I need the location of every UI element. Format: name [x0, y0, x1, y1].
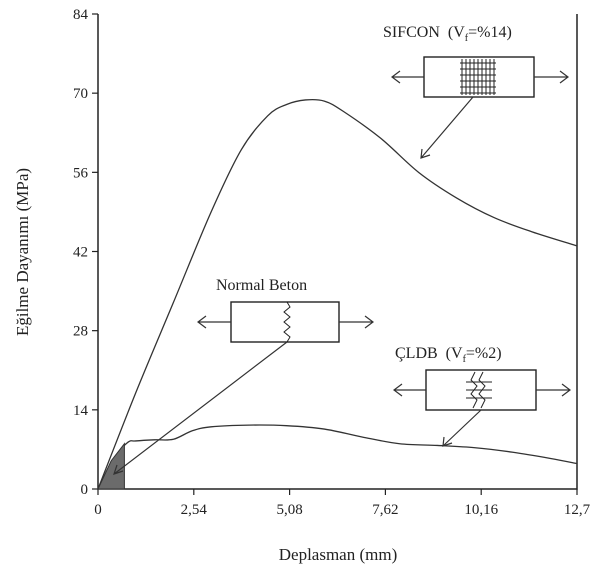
- y-tick-label: 28: [73, 324, 88, 340]
- y-tick-label: 70: [73, 86, 88, 102]
- x-axis-title: Deplasman (mm): [279, 545, 398, 564]
- sifcon-label-text: SIFCON: [383, 24, 440, 41]
- x-tick-label: 5,08: [276, 502, 302, 518]
- x-tick-label: 10,16: [464, 502, 498, 518]
- normal-beton-specimen-box: [230, 301, 340, 343]
- sifcon-force-arrow-right: [534, 70, 569, 84]
- y-ticks: 0 14 28 42 56 70 84: [73, 7, 98, 498]
- normal-beton-label: Normal Beton: [216, 277, 307, 294]
- normal-beton-crack: [283, 301, 291, 343]
- series-cldb-line: [97, 424, 578, 490]
- cldb-force-arrow-right: [536, 383, 571, 397]
- x-tick-label: 0: [94, 502, 102, 518]
- normal-beton-annotation: Normal Beton: [113, 277, 374, 475]
- sifcon-label: SIFCON (Vf=%14): [383, 24, 512, 44]
- sifcon-crack-pattern: [460, 59, 496, 95]
- x-tick-label: 7,62: [372, 502, 398, 518]
- x-tick-label: 12,7: [564, 502, 591, 518]
- normal-beton-force-arrow-right: [339, 315, 374, 329]
- series-normal-beton-area: [97, 442, 125, 490]
- cldb-pointer-arrow: [442, 409, 482, 447]
- sifcon-pointer-arrow: [420, 96, 474, 159]
- y-tick-label: 14: [73, 403, 89, 419]
- x-tick-label: 2,54: [181, 502, 208, 518]
- sifcon-annotation: SIFCON (Vf=%14): [383, 24, 569, 159]
- cldb-label-text: ÇLDB: [395, 345, 438, 362]
- series-sifcon-line: [97, 98, 578, 490]
- y-axis-title: Eğilme Dayanımı (MPa): [13, 168, 32, 336]
- normal-beton-pointer-arrow: [113, 341, 288, 475]
- cldb-label: ÇLDB (Vf=%2): [395, 345, 502, 365]
- y-tick-label: 42: [73, 245, 88, 261]
- x-ticks: 0 2,54 5,08 7,62 10,16 12,7: [94, 489, 591, 518]
- series-layer: [97, 98, 578, 490]
- sifcon-force-arrow-left: [391, 70, 424, 84]
- y-tick-label: 56: [73, 165, 89, 181]
- cldb-force-arrow-left: [393, 383, 426, 397]
- cldb-crack-pattern: [466, 371, 492, 409]
- y-tick-label: 84: [73, 7, 89, 23]
- y-tick-label: 0: [81, 482, 89, 498]
- normal-beton-force-arrow-left: [197, 315, 231, 329]
- cldb-annotation: ÇLDB (Vf=%2): [393, 345, 571, 447]
